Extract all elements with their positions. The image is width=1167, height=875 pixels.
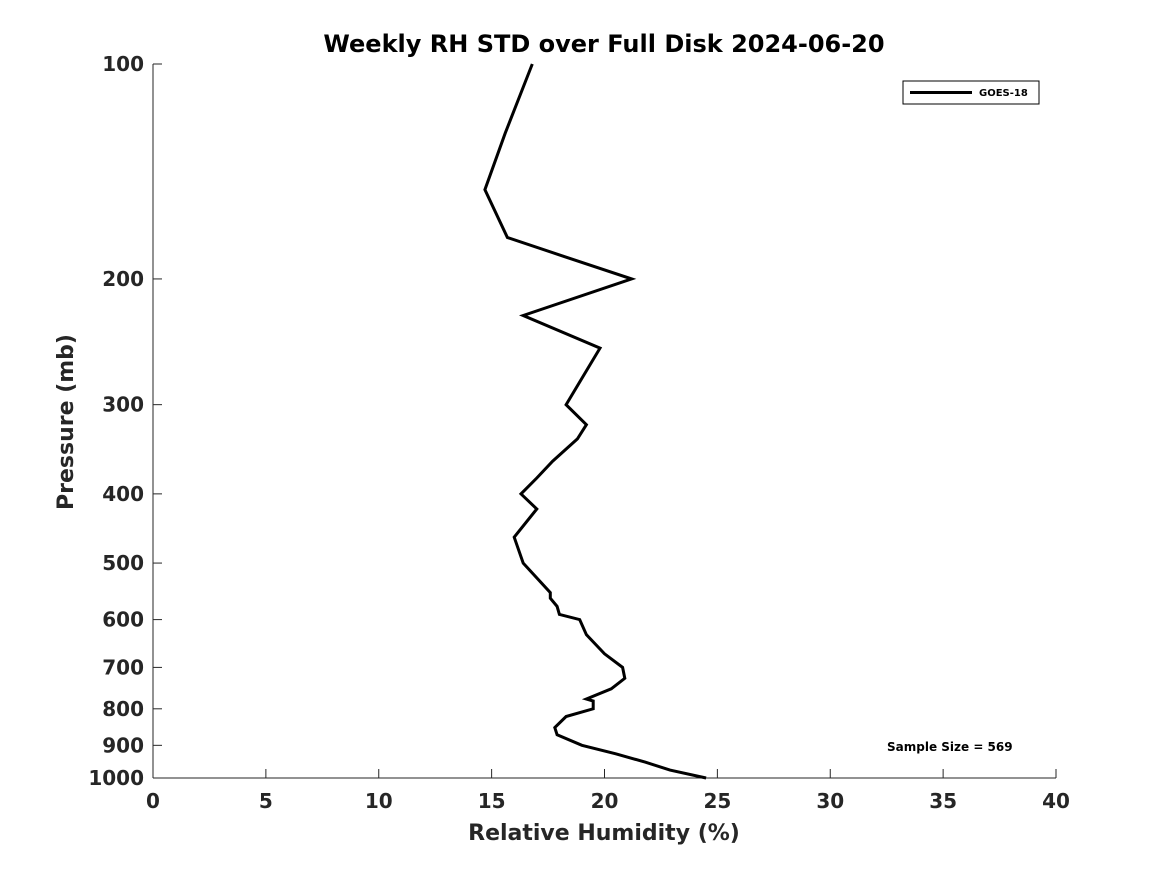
- y-tick-label: 1000: [88, 766, 144, 790]
- y-axis: 100 200 300 400 500 600 700 800 900 1000: [88, 52, 162, 790]
- x-tick-label: 40: [1042, 789, 1070, 813]
- y-tick-label: 900: [102, 733, 144, 757]
- x-tick-label: 15: [478, 789, 506, 813]
- sample-size-annotation: Sample Size = 569: [887, 740, 1013, 754]
- y-tick-label: 300: [102, 393, 144, 417]
- x-tick-label: 30: [816, 789, 844, 813]
- x-tick-label: 0: [146, 789, 160, 813]
- y-tick-label: 600: [102, 608, 144, 632]
- legend: GOES-18: [902, 80, 1040, 105]
- y-tick-label: 100: [102, 52, 144, 76]
- legend-label-goes-18: GOES-18: [979, 88, 1028, 99]
- chart-title: Weekly RH STD over Full Disk 2024-06-20: [323, 30, 884, 58]
- x-tick-label: 20: [591, 789, 619, 813]
- y-tick-label: 200: [102, 267, 144, 291]
- x-tick-label: 10: [365, 789, 393, 813]
- y-tick-label: 800: [102, 697, 144, 721]
- x-tick-label: 5: [259, 789, 273, 813]
- x-tick-label: 25: [703, 789, 731, 813]
- x-tick-label: 35: [929, 789, 957, 813]
- plot-area: [483, 63, 707, 780]
- x-axis-label: Relative Humidity (%): [468, 821, 740, 846]
- y-axis-label: Pressure (mb): [54, 334, 79, 510]
- y-tick-label: 400: [102, 482, 144, 506]
- series-line-goes-18: [483, 63, 707, 780]
- x-axis: 0 5 10 15 20 25 30 35 40: [146, 769, 1070, 813]
- y-tick-label: 500: [102, 551, 144, 575]
- y-tick-label: 700: [102, 655, 144, 679]
